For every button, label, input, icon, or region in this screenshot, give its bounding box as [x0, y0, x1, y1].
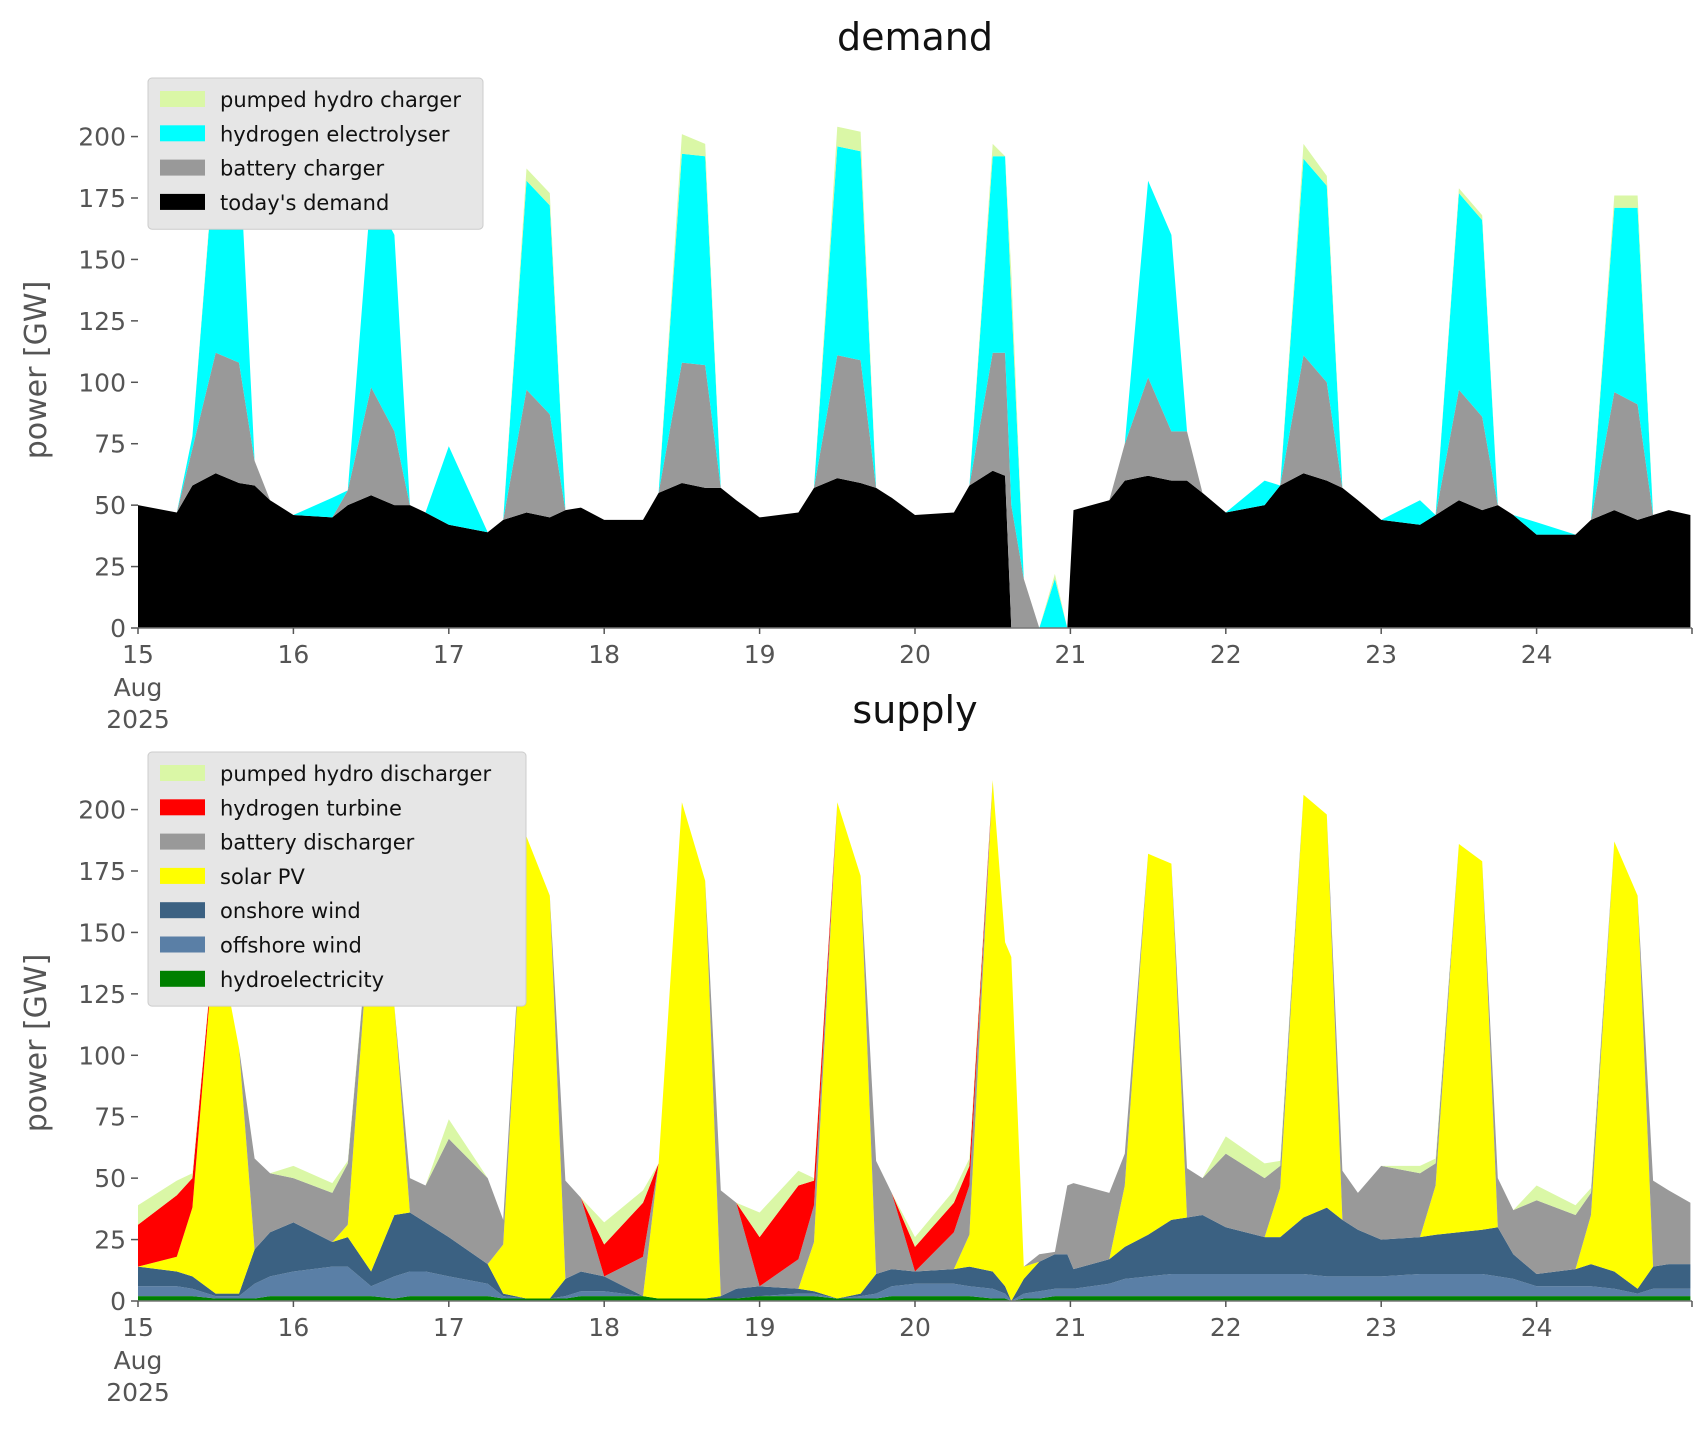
legend-item: pumped hydro charger — [160, 88, 461, 112]
x-tick-label: 24 — [1521, 640, 1553, 669]
legend-swatch — [160, 799, 205, 816]
legend-label: battery discharger — [220, 831, 415, 855]
legend-label: hydroelectricity — [220, 968, 384, 992]
legend-item: pumped hydro discharger — [160, 762, 491, 786]
legend-swatch — [160, 936, 205, 953]
x-tick-sublabel: Aug — [114, 673, 163, 702]
y-tick-label: 125 — [78, 307, 126, 336]
legend: pumped hydro discharger hydrogen turbine b… — [147, 751, 527, 1007]
legend-box — [147, 751, 527, 1007]
chart-panel-demand: demand 15 16 17 18 19 20 21 22 23 24 Aug 2025 0 25 50 75… — [19, 15, 1693, 734]
legend-swatch — [160, 902, 205, 919]
y-tick-label: 200 — [78, 123, 126, 152]
x-tick-label: 20 — [899, 1313, 931, 1342]
series-area-hydrogen-electrolyser — [138, 141, 1691, 628]
legend-label: pumped hydro discharger — [220, 762, 491, 786]
x-tick-label: 17 — [433, 1313, 465, 1342]
chart-panel-supply: supply 15 16 17 18 19 20 21 22 23 24 Aug 2025 0 25 50 75… — [19, 688, 1693, 1407]
y-tick-label: 175 — [78, 184, 126, 213]
x-tick-label: 18 — [588, 640, 620, 669]
x-tick-sublabel: 2025 — [106, 1378, 170, 1407]
legend-item: battery discharger — [160, 831, 415, 855]
x-tick-label: 23 — [1365, 640, 1397, 669]
series-area-onshore-wind — [138, 1207, 1691, 1301]
legend-label: offshore wind — [220, 934, 362, 958]
x-tick-label: 15 — [122, 1313, 154, 1342]
legend-swatch — [160, 91, 205, 107]
legend-label: pumped hydro charger — [220, 88, 461, 112]
legend-swatch — [160, 159, 205, 176]
series-area-offshore-wind — [138, 1266, 1691, 1301]
legend-item: today's demand — [160, 191, 389, 215]
y-tick-label: 150 — [78, 245, 126, 274]
series-area-battery-discharger — [138, 780, 1691, 1297]
legend-item: offshore wind — [160, 934, 362, 958]
legend-box — [147, 77, 484, 230]
legend-swatch — [160, 765, 205, 781]
x-tick-label: 16 — [277, 1313, 309, 1342]
legend-label: battery charger — [220, 157, 385, 181]
series-area-battery-charger — [138, 352, 1691, 628]
y-tick-label: 200 — [78, 796, 126, 825]
x-tick-label: 21 — [1054, 640, 1086, 669]
y-tick-label: 75 — [94, 430, 126, 459]
x-tick-sublabel: 2025 — [106, 705, 170, 734]
chart-title: supply — [852, 688, 977, 732]
legend-item: hydrogen turbine — [160, 796, 402, 820]
y-tick-label: 25 — [94, 1226, 126, 1255]
y-tick-label: 75 — [94, 1103, 126, 1132]
legend-item: battery charger — [160, 157, 385, 181]
chart-title: demand — [837, 15, 993, 59]
y-tick-label: 25 — [94, 553, 126, 582]
y-axis-label: power [GW] — [19, 281, 54, 460]
y-tick-label: 125 — [78, 980, 126, 1009]
x-tick-label: 19 — [744, 1313, 776, 1342]
legend-item: solar PV — [160, 865, 305, 889]
x-tick-sublabel: Aug — [114, 1346, 163, 1375]
x-tick-label: 15 — [122, 640, 154, 669]
y-tick-label: 50 — [94, 491, 126, 520]
legend-label: today's demand — [220, 191, 389, 215]
legend-swatch — [160, 125, 205, 142]
y-tick-label: 150 — [78, 918, 126, 947]
series-area-today-s-demand — [138, 470, 1691, 628]
x-tick-label: 22 — [1210, 1313, 1242, 1342]
legend-swatch — [160, 833, 205, 850]
y-tick-label: 50 — [94, 1164, 126, 1193]
legend-item: hydroelectricity — [160, 968, 384, 992]
x-tick-label: 20 — [899, 640, 931, 669]
x-tick-label: 22 — [1210, 640, 1242, 669]
y-tick-label: 100 — [78, 1041, 126, 1070]
x-tick-label: 21 — [1054, 1313, 1086, 1342]
y-tick-label: 0 — [110, 1287, 126, 1316]
legend-label: solar PV — [220, 865, 305, 889]
y-tick-label: 100 — [78, 368, 126, 397]
legend-swatch — [160, 193, 205, 210]
y-tick-label: 175 — [78, 857, 126, 886]
series-area-hydroelectricity — [138, 1296, 1691, 1301]
legend-label: hydrogen turbine — [220, 796, 402, 820]
legend: pumped hydro charger hydrogen electrolyse… — [147, 77, 484, 230]
legend-label: hydrogen electrolyser — [220, 122, 450, 146]
x-tick-label: 17 — [433, 640, 465, 669]
legend-swatch — [160, 970, 205, 987]
x-tick-label: 24 — [1521, 1313, 1553, 1342]
y-tick-label: 0 — [110, 614, 126, 643]
x-tick-label: 23 — [1365, 1313, 1397, 1342]
legend-label: onshore wind — [220, 899, 361, 923]
legend-item: onshore wind — [160, 899, 361, 923]
legend-swatch — [160, 867, 205, 884]
y-axis-label: power [GW] — [19, 954, 54, 1133]
x-tick-label: 18 — [588, 1313, 620, 1342]
x-tick-label: 16 — [277, 640, 309, 669]
legend-item: hydrogen electrolyser — [160, 122, 450, 146]
x-tick-label: 19 — [744, 640, 776, 669]
